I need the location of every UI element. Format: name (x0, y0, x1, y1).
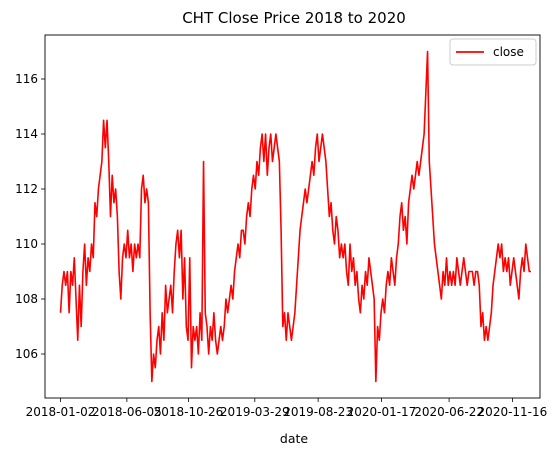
plot-area (45, 35, 540, 398)
x-tick-label: 2019-03-29 (220, 405, 290, 419)
y-tick-label: 110 (15, 237, 38, 251)
legend-box (449, 38, 537, 66)
y-tick-label: 106 (15, 347, 38, 361)
x-tick-label: 2020-06-22 (414, 405, 484, 419)
legend: close (449, 38, 537, 66)
y-tick-label: 114 (15, 127, 38, 141)
legend-label-close: close (493, 45, 524, 59)
x-tick-label: 2019-08-23 (283, 405, 353, 419)
series-layer (59, 50, 531, 383)
x-tick-label: 2020-01-17 (347, 405, 417, 419)
x-tick-label: 2018-06-05 (92, 405, 162, 419)
y-tick-label: 112 (15, 182, 38, 196)
series-line-close (59, 50, 531, 383)
x-tick-label: 2018-01-02 (26, 405, 96, 419)
plot-frame (44, 34, 541, 399)
x-axis: 2018-01-022018-06-052018-10-262019-03-29… (26, 398, 548, 419)
x-axis-label: date (280, 431, 308, 446)
y-tick-label: 116 (15, 72, 38, 86)
x-tick-label: 2018-10-26 (154, 405, 224, 419)
plot-background (45, 35, 540, 398)
y-axis: 106 108 110 112 114 116 (15, 72, 45, 361)
x-tick-label: 2020-11-16 (478, 405, 548, 419)
y-tick-label: 108 (15, 292, 38, 306)
chart-title: CHT Close Price 2018 to 2020 (182, 9, 406, 27)
